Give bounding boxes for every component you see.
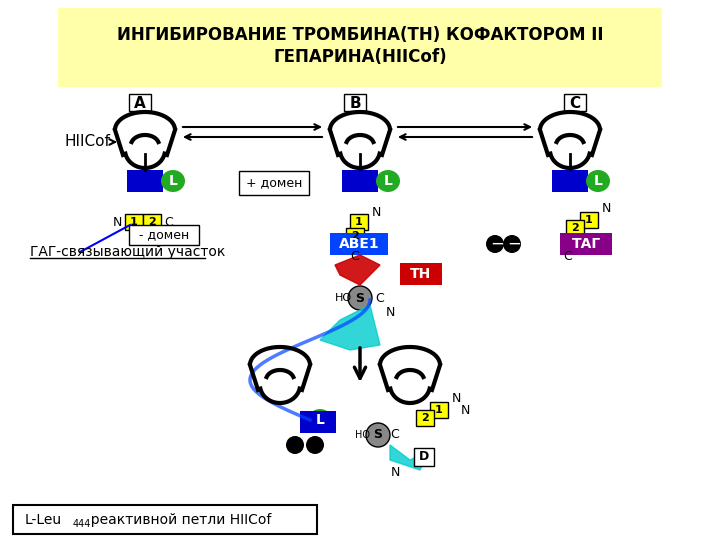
Text: N: N <box>390 467 400 480</box>
FancyBboxPatch shape <box>129 94 151 111</box>
Text: 1: 1 <box>585 215 593 225</box>
Text: HIICof: HIICof <box>65 134 111 150</box>
Text: реактивной петли HIICof: реактивной петли HIICof <box>82 513 271 527</box>
Text: L: L <box>593 174 603 188</box>
Text: 2: 2 <box>421 413 429 423</box>
Text: N: N <box>372 206 381 219</box>
Text: −: − <box>507 235 521 253</box>
Bar <box>350 214 368 230</box>
Text: −: − <box>490 235 504 253</box>
Text: N: N <box>601 201 611 214</box>
FancyBboxPatch shape <box>564 94 586 111</box>
Text: C: C <box>165 215 174 228</box>
Text: L: L <box>315 413 325 427</box>
Polygon shape <box>390 445 430 470</box>
FancyBboxPatch shape <box>414 448 434 466</box>
Text: L: L <box>384 174 392 188</box>
FancyBboxPatch shape <box>13 505 317 534</box>
Text: C: C <box>391 429 400 442</box>
Text: S: S <box>374 429 382 442</box>
Bar <box>125 214 143 230</box>
Bar <box>400 263 442 285</box>
Bar <box>342 170 378 192</box>
Text: N: N <box>451 392 461 404</box>
Text: - домен: - домен <box>139 228 189 241</box>
Ellipse shape <box>586 170 610 192</box>
Text: C: C <box>570 96 580 111</box>
Text: 2: 2 <box>571 223 579 233</box>
FancyBboxPatch shape <box>129 225 199 245</box>
Bar <box>143 214 161 230</box>
Text: B: B <box>349 96 361 111</box>
Polygon shape <box>335 255 380 285</box>
Text: ABE1: ABE1 <box>338 237 379 251</box>
FancyBboxPatch shape <box>344 94 366 111</box>
Text: L: L <box>168 174 177 188</box>
Bar <box>566 220 584 236</box>
Text: C: C <box>564 249 572 262</box>
Circle shape <box>486 235 504 253</box>
Text: 2: 2 <box>351 231 359 241</box>
Ellipse shape <box>161 170 185 192</box>
Text: + домен: + домен <box>246 177 302 190</box>
Polygon shape <box>320 305 380 350</box>
Ellipse shape <box>376 170 400 192</box>
Circle shape <box>348 286 372 310</box>
Text: N: N <box>460 403 469 416</box>
Text: ИНГИБИРОВАНИЕ ТРОМБИНА(ТН) КОФАКТОРОМ II: ИНГИБИРОВАНИЕ ТРОМБИНА(ТН) КОФАКТОРОМ II <box>117 26 603 44</box>
Bar <box>580 212 598 228</box>
Bar <box>346 228 364 244</box>
Text: C: C <box>351 249 359 262</box>
Text: N: N <box>112 215 122 228</box>
Text: HO: HO <box>334 293 351 303</box>
Text: 444: 444 <box>73 519 91 529</box>
Text: 1: 1 <box>435 405 443 415</box>
Text: N: N <box>385 306 395 319</box>
FancyBboxPatch shape <box>239 171 309 195</box>
Bar <box>560 233 612 255</box>
Ellipse shape <box>308 409 332 431</box>
Bar <box>416 410 434 426</box>
Text: 2: 2 <box>148 217 156 227</box>
Bar <box>127 170 163 192</box>
Bar <box>300 411 336 433</box>
Text: 1: 1 <box>130 217 138 227</box>
Text: ГАГ-связывающий участок: ГАГ-связывающий участок <box>30 245 225 259</box>
Circle shape <box>306 436 324 454</box>
Circle shape <box>286 436 304 454</box>
Bar <box>552 170 588 192</box>
FancyBboxPatch shape <box>58 8 662 87</box>
Text: A: A <box>134 96 146 111</box>
Text: C: C <box>376 292 384 305</box>
Text: L-Leu: L-Leu <box>25 513 62 527</box>
Circle shape <box>503 235 521 253</box>
Circle shape <box>366 423 390 447</box>
Text: ГЕПАРИНА(HIICof): ГЕПАРИНА(HIICof) <box>273 48 447 66</box>
Text: S: S <box>356 292 364 305</box>
Text: ТАГ: ТАГ <box>572 237 600 251</box>
Text: 1: 1 <box>355 217 363 227</box>
Text: D: D <box>419 450 429 463</box>
Text: ТН: ТН <box>410 267 431 281</box>
Text: HO: HO <box>356 430 371 440</box>
Bar <box>330 233 388 255</box>
Bar <box>430 402 448 418</box>
